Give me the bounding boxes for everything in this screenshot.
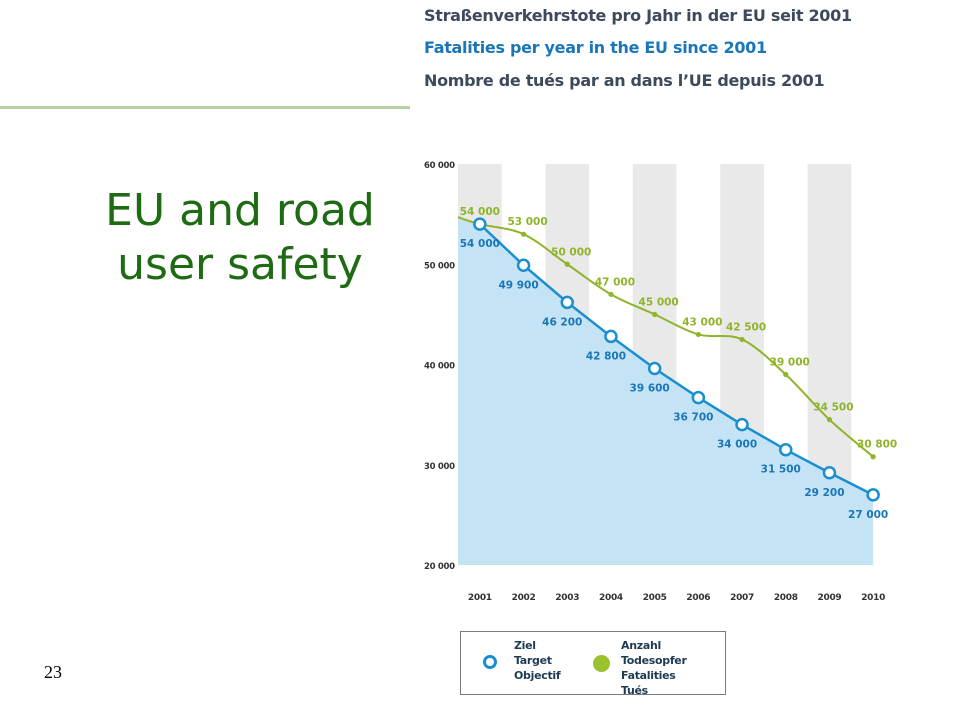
- fatalities-label-2001: 54 000: [460, 206, 500, 218]
- fatalities-label-2009: 34 500: [813, 402, 853, 414]
- slide-title-line-2: user safety: [117, 239, 363, 290]
- target-label-2007: 34 000: [717, 439, 757, 451]
- chart-title-en: Fatalities per year in the EU since 2001: [424, 38, 767, 57]
- fatalities-label-2008: 39 000: [770, 357, 810, 369]
- x-tick-label-2006: 2006: [686, 593, 710, 603]
- legend-fatalities-line-1: Anzahl Todesopfer: [621, 639, 687, 667]
- legend-target-label: Ziel Target Objectif: [514, 638, 561, 683]
- target-label-2001: 54 000: [460, 238, 500, 250]
- target-point-2002: [516, 258, 531, 273]
- fatalities-point-2004: [608, 291, 614, 297]
- y-tick-label-50000: 50 000: [424, 261, 455, 271]
- target-point-2010: [866, 488, 880, 502]
- chart-title-de: Straßenverkehrstote pro Jahr in der EU s…: [424, 6, 852, 25]
- fatalities-label-2005: 45 000: [639, 296, 679, 308]
- x-tick-label-2004: 2004: [599, 593, 623, 603]
- legend-target-line-2: Target: [514, 654, 552, 667]
- target-label-2002: 49 900: [498, 279, 538, 291]
- page-number: 23: [44, 662, 62, 682]
- target-point-2006: [691, 390, 706, 405]
- chart-legend: Ziel Target Objectif Anzahl Todesopfer F…: [460, 631, 726, 698]
- target-label-2006: 36 700: [673, 412, 713, 424]
- x-tick-label-2003: 2003: [555, 593, 579, 603]
- fatalities-point-2008: [783, 371, 789, 378]
- legend-target-marker: [483, 655, 497, 669]
- divider-rule: [0, 106, 410, 109]
- fatalities-point-2009: [826, 417, 833, 423]
- target-point-2003: [560, 295, 574, 310]
- fatalities-label-2003: 50 000: [551, 246, 591, 258]
- legend-fatalities-line-2: Fatalities: [621, 669, 676, 682]
- y-tick-label-20000: 20 000: [424, 562, 455, 572]
- x-tick-label-2010: 2010: [861, 593, 885, 603]
- legend-target-line-1: Ziel: [514, 639, 536, 652]
- legend-fatalities-label: Anzahl Todesopfer Fatalities Tués: [621, 638, 725, 698]
- slide-title-line-1: EU and road: [105, 185, 375, 236]
- y-tick-label-30000: 30 000: [424, 462, 455, 472]
- y-tick-label-60000: 60 000: [424, 161, 455, 171]
- fatalities-label-2004: 47 000: [595, 276, 635, 288]
- target-label-2008: 31 500: [761, 464, 801, 476]
- target-label-2009: 29 200: [804, 487, 844, 499]
- target-point-2009: [822, 466, 837, 480]
- chart-title-fr: Nombre de tués par an dans l’UE depuis 2…: [424, 71, 825, 90]
- target-point-2005: [647, 361, 662, 376]
- fatalities-point-2007: [739, 336, 745, 343]
- x-tick-label-2009: 2009: [818, 593, 842, 603]
- target-point-2001: [473, 217, 487, 231]
- target-point-2007: [735, 417, 749, 432]
- x-tick-label-2005: 2005: [643, 593, 667, 603]
- fatalities-point-2010: [870, 454, 876, 460]
- fatalities-label-2006: 43 000: [682, 316, 722, 328]
- target-label-2004: 42 800: [586, 350, 626, 362]
- x-tick-label-2008: 2008: [774, 593, 798, 603]
- fatalities-label-2010: 30 800: [857, 439, 897, 451]
- x-tick-label-2002: 2002: [512, 593, 536, 603]
- target-label-2010: 27 000: [848, 509, 888, 521]
- x-tick-label-2007: 2007: [730, 593, 754, 603]
- fatalities-label-2007: 42 500: [726, 321, 766, 333]
- fatalities-point-2005: [652, 311, 658, 317]
- target-label-2003: 46 200: [542, 316, 582, 328]
- fatalities-point-2002: [520, 231, 527, 237]
- slide-title: EU and road user safety: [95, 184, 385, 292]
- y-tick-label-40000: 40 000: [424, 362, 455, 372]
- legend-fatalities-marker: [593, 655, 610, 672]
- x-tick-label-2001: 2001: [468, 593, 492, 603]
- target-line: [478, 223, 874, 496]
- legend-fatalities-line-3: Tués: [621, 684, 648, 697]
- target-point-2004: [604, 329, 618, 344]
- target-point-2008: [779, 442, 793, 457]
- legend-target-line-3: Objectif: [514, 669, 561, 682]
- fatalities-label-2002: 53 000: [507, 216, 547, 228]
- fatalities-point-2003: [564, 261, 570, 267]
- fatalities-point-2006: [695, 331, 701, 338]
- target-label-2005: 39 600: [630, 383, 670, 395]
